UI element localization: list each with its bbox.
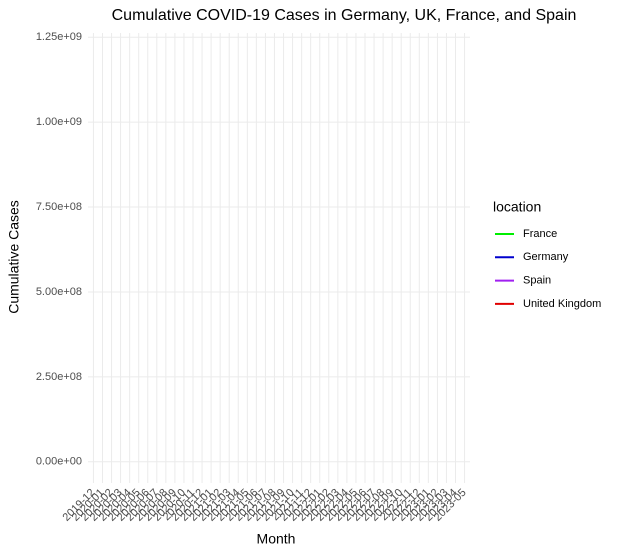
y-tick-label: 2.50e+08	[36, 371, 82, 383]
y-tick-label: 1.25e+09	[36, 31, 82, 43]
legend-label: Spain	[523, 275, 551, 287]
legend-label: United Kingdom	[523, 298, 601, 310]
y-tick-label: 1.00e+09	[36, 116, 82, 128]
legend-label: Germany	[523, 251, 569, 263]
legend-title: location	[493, 199, 541, 215]
y-tick-label: 5.00e+08	[36, 286, 82, 298]
y-tick-label: 0.00e+00	[36, 456, 82, 468]
x-axis-title: Month	[257, 531, 296, 547]
legend-label: France	[523, 228, 557, 240]
y-tick-label: 7.50e+08	[36, 201, 82, 213]
y-axis-title: Cumulative Cases	[6, 200, 22, 314]
chart-title: Cumulative COVID-19 Cases in Germany, UK…	[112, 7, 577, 24]
